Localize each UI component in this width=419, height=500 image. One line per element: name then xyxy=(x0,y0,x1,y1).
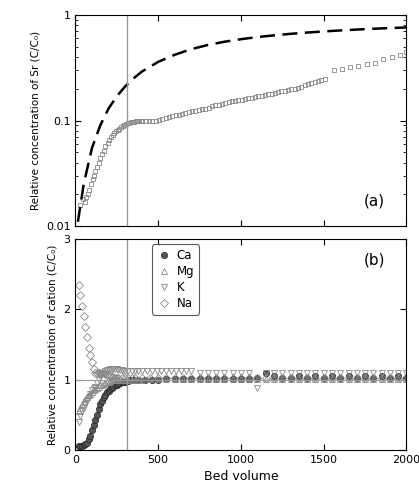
Text: (b): (b) xyxy=(363,252,385,267)
Text: (a): (a) xyxy=(363,193,385,208)
K xyxy=(321,370,326,376)
X-axis label: Bed volume: Bed volume xyxy=(204,470,278,484)
Ca xyxy=(172,376,177,382)
Na xyxy=(113,375,118,381)
Ca xyxy=(122,378,127,384)
K xyxy=(103,368,108,374)
K xyxy=(404,370,409,376)
K xyxy=(76,419,81,425)
Mg xyxy=(181,376,186,382)
Mg xyxy=(147,376,153,382)
Na xyxy=(255,375,260,381)
Legend: Ca, Mg, K, Na: Ca, Mg, K, Na xyxy=(152,244,199,315)
Ca xyxy=(164,376,169,382)
Line: Ca: Ca xyxy=(75,370,409,450)
Na xyxy=(404,375,409,381)
Ca xyxy=(76,444,81,450)
Ca xyxy=(354,375,360,381)
Ca xyxy=(263,370,268,376)
K xyxy=(91,385,96,391)
Y-axis label: Relative concentration of cation (C/C₀): Relative concentration of cation (C/C₀) xyxy=(48,244,58,444)
Line: Mg: Mg xyxy=(75,376,409,414)
Mg xyxy=(89,388,94,394)
Na xyxy=(108,373,113,379)
Line: K: K xyxy=(75,366,409,425)
Mg xyxy=(139,376,144,382)
Ca xyxy=(103,392,108,398)
Mg xyxy=(122,376,127,382)
K xyxy=(113,366,118,372)
Ca xyxy=(404,375,409,381)
K xyxy=(108,366,113,372)
K xyxy=(169,368,174,374)
Mg xyxy=(222,376,227,382)
Line: Na: Na xyxy=(75,282,409,382)
Na xyxy=(104,372,109,378)
Y-axis label: Relative concentration of Sr (C/C₀): Relative concentration of Sr (C/C₀) xyxy=(31,31,40,210)
Na xyxy=(139,375,144,381)
Na xyxy=(156,375,161,381)
Mg xyxy=(230,376,235,382)
K xyxy=(329,370,334,376)
Na xyxy=(76,282,81,288)
Mg xyxy=(404,376,409,382)
Ca xyxy=(101,394,106,400)
Na xyxy=(396,375,401,381)
Mg xyxy=(76,408,81,414)
